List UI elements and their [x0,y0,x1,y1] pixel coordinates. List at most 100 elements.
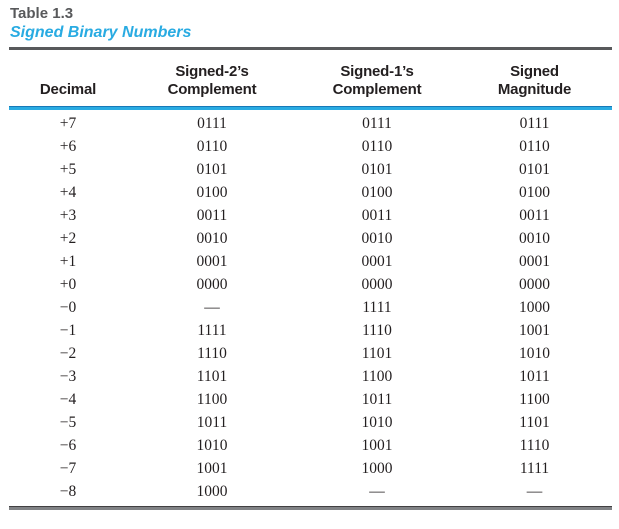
bottom-rule [9,506,612,510]
column-header-signed-2s-complement: Signed-2’s Complement [127,63,297,99]
cell: 0110 [361,137,393,155]
cell: 0000 [361,275,393,293]
cell: 1111 [519,459,550,477]
cell: 1010 [361,413,393,431]
cell: +5 [59,160,77,178]
table-row: +1 0001 0001 0001 [9,250,612,273]
table-row: +0 0000 0000 0000 [9,273,612,296]
cell: 1100 [361,367,393,385]
table-row: −5 1011 1010 1101 [9,411,612,434]
cell: 0100 [196,183,228,201]
table-row: +6 0110 0110 0110 [9,135,612,158]
cell: 0001 [361,252,393,270]
cell: 0110 [196,137,228,155]
table-row: −4 1100 1011 1100 [9,388,612,411]
cell: — [204,298,220,316]
cell: 1011 [519,367,550,385]
cell: +3 [59,206,77,224]
cell: 1110 [197,344,227,362]
cell: 1110 [362,321,392,339]
cell: 1011 [196,413,228,431]
table-row: −2 1110 1101 1010 [9,342,612,365]
cell: 0001 [196,252,228,270]
table-row: −8 1000 — — [9,480,612,503]
column-header-line: Complement [167,81,257,98]
top-rule [9,47,612,50]
cell: +7 [59,114,77,132]
table-row: +3 0011 0011 0011 [9,204,612,227]
cell: — [526,482,543,500]
cell: −2 [59,344,77,362]
column-header-line: Magnitude [497,81,572,98]
column-header-line: Decimal [39,81,97,98]
cell: −1 [59,321,77,339]
table-row: +7 0111 0111 0111 [9,112,612,135]
table-row: +4 0100 0100 0100 [9,181,612,204]
cell: 0110 [519,137,550,155]
cell: 0000 [196,275,228,293]
table-row: −3 1101 1100 1011 [9,365,612,388]
cell: +2 [59,229,77,247]
cell: 1000 [361,459,393,477]
column-header-line: Signed-1’s [340,63,414,80]
cell: +6 [59,137,77,155]
column-header-decimal: Decimal [9,81,127,99]
header-rule [9,106,612,110]
cell: 0111 [519,114,550,132]
table-row: −0 — 1111 1000 [9,296,612,319]
table-1-3: Table 1.3 Signed Binary Numbers Decimal … [9,0,612,510]
cell: 1101 [519,413,550,431]
cell: −6 [59,436,77,454]
cell: −0 [59,298,77,316]
cell: 1010 [519,344,550,362]
table-row: +2 0010 0010 0010 [9,227,612,250]
cell: 1101 [196,367,228,385]
cell: 0011 [196,206,228,224]
cell: 0001 [519,252,550,270]
cell: — [369,482,385,500]
cell: 0011 [361,206,393,224]
table-body: +7 0111 0111 0111 +6 0110 0110 0110 +5 0101 0101 01… [9,112,612,503]
cell: −4 [59,390,77,408]
column-header-line: Complement [332,81,422,98]
cell: 0000 [519,275,550,293]
cell: 1001 [196,459,228,477]
cell: 0101 [361,160,393,178]
cell: −7 [59,459,77,477]
cell: 1110 [519,436,550,454]
cell: 0010 [196,229,228,247]
cell: 0101 [196,160,228,178]
cell: 1111 [197,321,227,339]
table-header-row: Decimal Signed-2’s Complement Signed-1’s… [9,50,612,106]
cell: 1100 [519,390,550,408]
cell: 1001 [519,321,550,339]
column-header-signed-magnitude: Signed Magnitude [457,63,612,99]
cell: 1001 [361,436,393,454]
table-caption: Signed Binary Numbers [10,24,192,41]
column-header-signed-1s-complement: Signed-1’s Complement [297,63,457,99]
cell: 0101 [519,160,550,178]
cell: 0100 [361,183,393,201]
cell: +4 [59,183,77,201]
table-row: −7 1001 1000 1111 [9,457,612,480]
cell: −5 [59,413,77,431]
table-row: +5 0101 0101 0101 [9,158,612,181]
cell: 0011 [519,206,550,224]
cell: 1101 [361,344,393,362]
column-header-line: Signed-2’s [175,63,249,80]
cell: 0010 [519,229,550,247]
cell: 1000 [519,298,550,316]
cell: 1010 [196,436,228,454]
cell: 1011 [361,390,393,408]
table-number: Table 1.3 [10,5,74,22]
cell: −3 [59,367,77,385]
cell: 0111 [362,114,392,132]
cell: 0010 [361,229,393,247]
cell: +0 [59,275,77,293]
column-header-line: Signed [510,63,559,80]
cell: +1 [59,252,77,270]
table-row: −1 1111 1110 1001 [9,319,612,342]
cell: 0111 [197,114,227,132]
table-row: −6 1010 1001 1110 [9,434,612,457]
